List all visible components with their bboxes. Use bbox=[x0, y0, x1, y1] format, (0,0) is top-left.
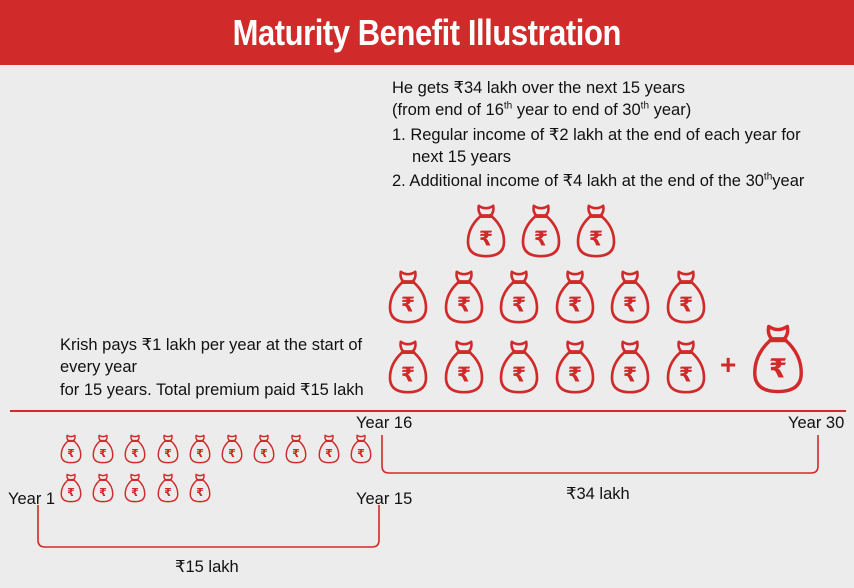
income-money-bag-icon: ₹ bbox=[462, 200, 510, 267]
income-money-bag-icon: ₹ bbox=[551, 336, 599, 403]
svg-text:₹: ₹ bbox=[196, 447, 204, 460]
premium-money-bag-icon: ₹ bbox=[187, 470, 213, 511]
premium-money-bag-icon: ₹ bbox=[155, 470, 181, 511]
income-money-bag-icon: ₹ bbox=[606, 266, 654, 333]
income-money-bag-icon: ₹ bbox=[572, 200, 620, 267]
svg-text:₹: ₹ bbox=[567, 292, 581, 316]
premium-money-bag-icon: ₹ bbox=[316, 431, 342, 472]
svg-text:₹: ₹ bbox=[164, 447, 172, 460]
svg-text:₹: ₹ bbox=[512, 362, 526, 386]
income-money-bag-icon: ₹ bbox=[384, 336, 432, 403]
premium-money-bag-icon: ₹ bbox=[155, 431, 181, 472]
svg-text:₹: ₹ bbox=[132, 486, 140, 499]
title-banner: Maturity Benefit Illustration bbox=[0, 0, 854, 65]
premium-money-bag-icon: ₹ bbox=[90, 431, 116, 472]
page-title: Maturity Benefit Illustration bbox=[232, 11, 622, 53]
year-1-label: Year 1 bbox=[8, 490, 56, 508]
income-money-bag-icon: ₹ bbox=[495, 336, 543, 403]
premium-total-label: ₹15 lakh bbox=[175, 558, 239, 576]
year-16-label: Year 16 bbox=[356, 414, 413, 432]
income-money-bag-icon: ₹ bbox=[440, 336, 488, 403]
svg-text:₹: ₹ bbox=[401, 362, 415, 386]
svg-text:₹: ₹ bbox=[67, 486, 75, 499]
svg-text:₹: ₹ bbox=[567, 362, 581, 386]
svg-text:₹: ₹ bbox=[260, 447, 268, 460]
svg-text:₹: ₹ bbox=[132, 447, 140, 460]
regular-income-line-2: next 15 years bbox=[412, 148, 512, 166]
premium-money-bag-icon: ₹ bbox=[58, 470, 84, 511]
svg-text:₹: ₹ bbox=[228, 447, 236, 460]
svg-text:₹: ₹ bbox=[401, 292, 415, 316]
premium-total-line: for 15 years. Total premium paid ₹15 lak… bbox=[60, 381, 364, 399]
svg-text:₹: ₹ bbox=[67, 447, 75, 460]
svg-text:₹: ₹ bbox=[99, 447, 107, 460]
premium-text-line-2: every year bbox=[60, 358, 138, 376]
premium-money-bag-icon: ₹ bbox=[251, 431, 277, 472]
svg-text:₹: ₹ bbox=[456, 362, 470, 386]
income-money-bag-icon: ₹ bbox=[440, 266, 488, 333]
svg-text:₹: ₹ bbox=[512, 292, 526, 316]
income-money-bag-icon: ₹ bbox=[551, 266, 599, 333]
svg-text:₹: ₹ bbox=[164, 486, 172, 499]
premium-text-line: Krish pays ₹1 lakh per year at the start… bbox=[60, 336, 363, 354]
premium-money-bag-icon: ₹ bbox=[90, 470, 116, 511]
benefit-bracket bbox=[381, 435, 819, 474]
regular-income-line: 1. Regular income of ₹2 lakh at the end … bbox=[392, 126, 801, 144]
year-30-label: Year 30 bbox=[788, 414, 845, 432]
timeline-line bbox=[10, 410, 846, 412]
svg-text:₹: ₹ bbox=[456, 292, 470, 316]
plus-sign: + bbox=[720, 349, 737, 380]
svg-text:₹: ₹ bbox=[678, 362, 692, 386]
svg-text:₹: ₹ bbox=[293, 447, 301, 460]
additional-income-money-bag-icon: ₹ bbox=[747, 319, 809, 404]
svg-text:₹: ₹ bbox=[589, 226, 603, 250]
svg-text:₹: ₹ bbox=[479, 226, 493, 250]
income-money-bag-icon: ₹ bbox=[384, 266, 432, 333]
benefit-total-label: ₹34 lakh bbox=[566, 485, 630, 503]
benefit-summary-line: He gets ₹34 lakh over the next 15 years bbox=[392, 79, 685, 97]
svg-text:₹: ₹ bbox=[534, 226, 548, 250]
svg-text:₹: ₹ bbox=[623, 362, 637, 386]
svg-text:₹: ₹ bbox=[678, 292, 692, 316]
premium-bracket bbox=[37, 505, 380, 548]
svg-text:₹: ₹ bbox=[357, 447, 365, 460]
income-money-bag-icon: ₹ bbox=[495, 266, 543, 333]
income-money-bag-icon: ₹ bbox=[517, 200, 565, 267]
svg-text:₹: ₹ bbox=[99, 486, 107, 499]
income-money-bag-icon: ₹ bbox=[662, 266, 710, 333]
income-money-bag-icon: ₹ bbox=[606, 336, 654, 403]
year-15-label: Year 15 bbox=[356, 490, 413, 508]
premium-money-bag-icon: ₹ bbox=[187, 431, 213, 472]
additional-income-line: 2. Additional income of ₹4 lakh at the e… bbox=[392, 171, 805, 190]
premium-money-bag-icon: ₹ bbox=[219, 431, 245, 472]
premium-money-bag-icon: ₹ bbox=[122, 470, 148, 511]
benefit-period-line: (from end of 16th year to end of 30th ye… bbox=[392, 100, 692, 119]
svg-text:₹: ₹ bbox=[769, 355, 787, 385]
premium-money-bag-icon: ₹ bbox=[348, 431, 374, 472]
premium-money-bag-icon: ₹ bbox=[58, 431, 84, 472]
premium-money-bag-icon: ₹ bbox=[122, 431, 148, 472]
premium-money-bag-icon: ₹ bbox=[283, 431, 309, 472]
svg-text:₹: ₹ bbox=[196, 486, 204, 499]
income-money-bag-icon: ₹ bbox=[662, 336, 710, 403]
svg-text:₹: ₹ bbox=[325, 447, 333, 460]
svg-text:₹: ₹ bbox=[623, 292, 637, 316]
